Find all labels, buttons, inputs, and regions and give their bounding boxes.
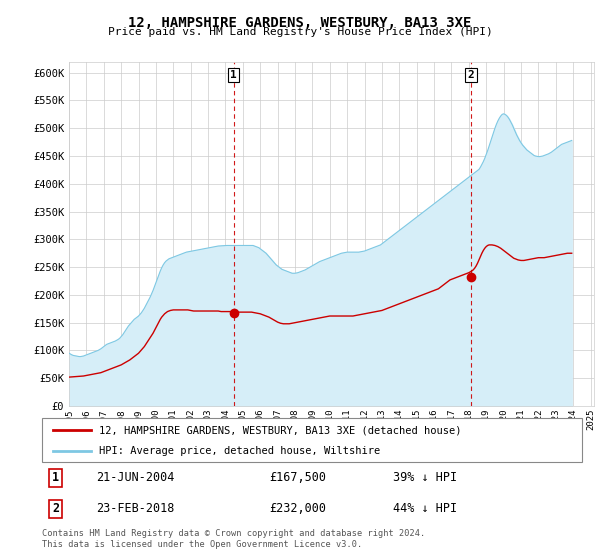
Text: Price paid vs. HM Land Registry's House Price Index (HPI): Price paid vs. HM Land Registry's House …	[107, 27, 493, 37]
Text: Contains HM Land Registry data © Crown copyright and database right 2024.
This d: Contains HM Land Registry data © Crown c…	[42, 529, 425, 549]
Text: 2: 2	[52, 502, 59, 515]
Text: £232,000: £232,000	[269, 502, 326, 515]
Text: 2: 2	[467, 70, 474, 80]
Text: 1: 1	[52, 471, 59, 484]
Text: £167,500: £167,500	[269, 471, 326, 484]
Text: 44% ↓ HPI: 44% ↓ HPI	[393, 502, 457, 515]
Text: 12, HAMPSHIRE GARDENS, WESTBURY, BA13 3XE (detached house): 12, HAMPSHIRE GARDENS, WESTBURY, BA13 3X…	[98, 425, 461, 435]
Text: 12, HAMPSHIRE GARDENS, WESTBURY, BA13 3XE: 12, HAMPSHIRE GARDENS, WESTBURY, BA13 3X…	[128, 16, 472, 30]
Text: 39% ↓ HPI: 39% ↓ HPI	[393, 471, 457, 484]
Text: 23-FEB-2018: 23-FEB-2018	[96, 502, 175, 515]
FancyBboxPatch shape	[42, 418, 582, 462]
Text: 1: 1	[230, 70, 237, 80]
Text: 21-JUN-2004: 21-JUN-2004	[96, 471, 175, 484]
Text: HPI: Average price, detached house, Wiltshire: HPI: Average price, detached house, Wilt…	[98, 446, 380, 456]
